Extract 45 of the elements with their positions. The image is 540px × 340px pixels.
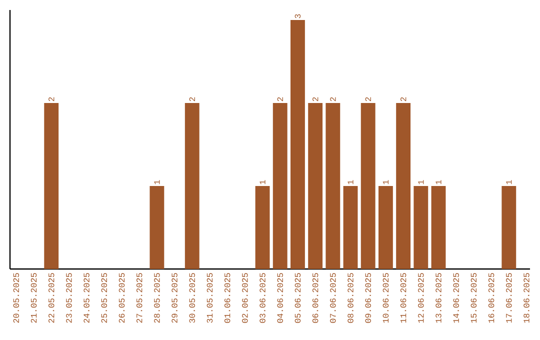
data-label: 3 (294, 14, 301, 18)
data-label: 2 (48, 97, 54, 102)
data-label: 1 (506, 180, 512, 184)
x-tick-label: 15.06.2025 (470, 273, 477, 323)
x-tick-label: 02.06.2025 (242, 273, 248, 323)
x-tick-label: 01.06.2025 (224, 273, 230, 323)
x-tick-label: 24.05.2025 (84, 273, 90, 323)
x-tick-label: 26.05.2025 (118, 273, 125, 323)
x-tick-label: 17.06.2025 (506, 273, 512, 323)
x-tick-label: 03.06.2025 (260, 273, 266, 323)
x-tick-label: 20.05.2025 (13, 273, 20, 323)
data-label: 1 (348, 180, 354, 184)
x-tick-label: 14.06.2025 (453, 273, 459, 323)
data-label: 1 (260, 180, 266, 184)
x-tick-label: 10.06.2025 (382, 273, 389, 323)
data-label: 1 (418, 180, 424, 184)
x-tick-label: 21.05.2025 (30, 273, 37, 323)
data-label: 2 (365, 97, 371, 102)
x-tick-label: 16.06.2025 (488, 273, 494, 323)
x-tick-label: 09.06.2025 (365, 273, 371, 323)
data-label: 2 (400, 97, 406, 102)
data-label: 2 (330, 97, 336, 102)
data-label: 1 (154, 180, 160, 184)
x-tick-label: 12.06.2025 (418, 273, 424, 323)
x-tick-label: 06.06.2025 (312, 273, 318, 323)
x-tick-label: 29.05.2025 (172, 273, 178, 323)
x-tick-label: 22.05.2025 (48, 273, 54, 323)
x-tick-label: 18.06.2025 (524, 273, 530, 323)
data-label: 1 (382, 180, 388, 184)
x-tick-label: 08.06.2025 (348, 273, 354, 323)
data-label: 2 (277, 97, 283, 102)
x-tick-label: 25.05.2025 (101, 273, 108, 323)
data-label: 2 (189, 97, 195, 102)
x-tick-label: 05.06.2025 (294, 273, 301, 323)
data-label: 1 (436, 180, 442, 184)
x-tick-label: 27.05.2025 (136, 273, 142, 323)
x-tick-label: 04.06.2025 (277, 273, 283, 323)
x-tick-label: 23.05.2025 (66, 273, 72, 323)
x-tick-label: 31.05.2025 (206, 273, 213, 323)
x-tick-label: 28.05.2025 (154, 273, 160, 323)
x-tick-label: 30.05.2025 (189, 273, 196, 323)
x-tick-label: 13.06.2025 (436, 273, 442, 323)
x-tick-label: 11.06.2025 (400, 273, 406, 323)
x-tick-label: 07.06.2025 (330, 273, 336, 323)
data-label: 2 (312, 97, 318, 102)
